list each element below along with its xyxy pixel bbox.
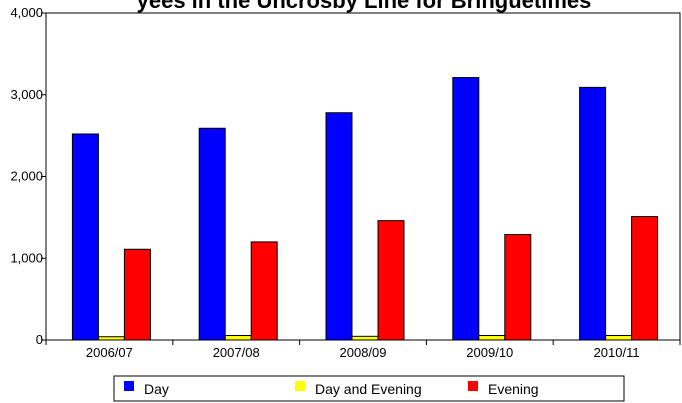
bar-day-and-evening	[97, 336, 125, 341]
bar-day-and-evening	[605, 335, 633, 341]
bar-day-and-evening	[224, 335, 252, 341]
legend-label: Evening	[488, 381, 539, 397]
x-tick-label: 2006/07	[86, 345, 133, 360]
bar-day	[579, 86, 607, 341]
y-tick-label: 1,000	[10, 250, 43, 265]
bar-evening	[377, 220, 405, 341]
legend-label: Day	[144, 381, 169, 397]
y-tick-label: 4,000	[10, 5, 43, 20]
y-tick-label: 2,000	[10, 169, 43, 184]
bar-evening	[504, 234, 532, 341]
y-tick-label: 0	[36, 332, 43, 347]
bar-evening	[123, 248, 151, 341]
x-tick-label: 2007/08	[213, 345, 260, 360]
legend-swatch	[295, 381, 305, 391]
legend-swatch	[124, 381, 134, 391]
x-tick-label: 2009/10	[466, 345, 513, 360]
bar-evening	[250, 241, 278, 341]
bar-day-and-evening	[478, 335, 506, 341]
legend-label: Day and Evening	[315, 381, 422, 397]
bar-day	[198, 127, 226, 341]
x-tick-label: 2010/11	[594, 345, 640, 360]
legend-box	[113, 375, 625, 402]
x-tick-label: 2008/09	[340, 345, 387, 360]
bar-day	[325, 112, 353, 341]
y-tick-label: 3,000	[10, 87, 43, 102]
legend-swatch	[468, 381, 478, 391]
bar-evening	[631, 216, 659, 341]
bar-day	[71, 133, 99, 341]
chart-title: yees in the Uncrosby Line for Bringuetim…	[137, 0, 592, 13]
bar-day	[452, 77, 480, 341]
bar-day-and-evening	[351, 335, 379, 341]
